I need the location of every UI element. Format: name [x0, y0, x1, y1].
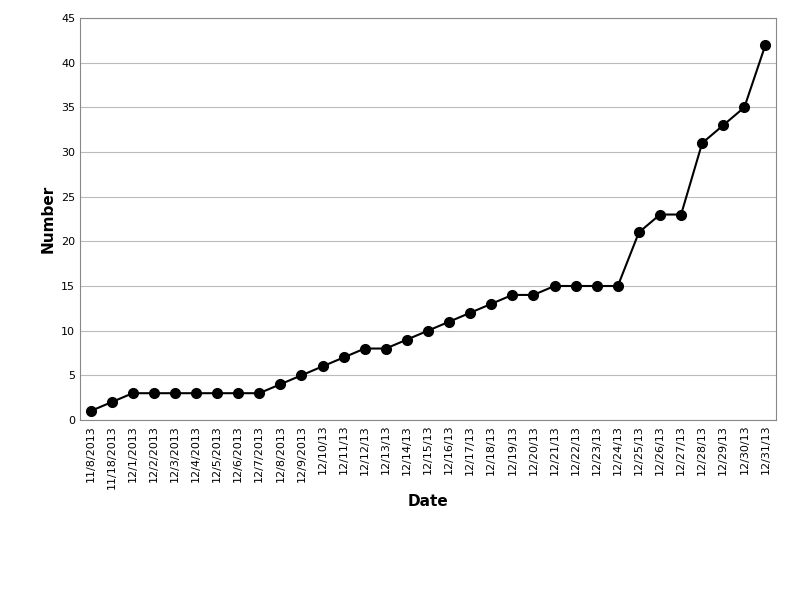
X-axis label: Date: Date	[408, 494, 448, 509]
Y-axis label: Number: Number	[41, 185, 55, 253]
